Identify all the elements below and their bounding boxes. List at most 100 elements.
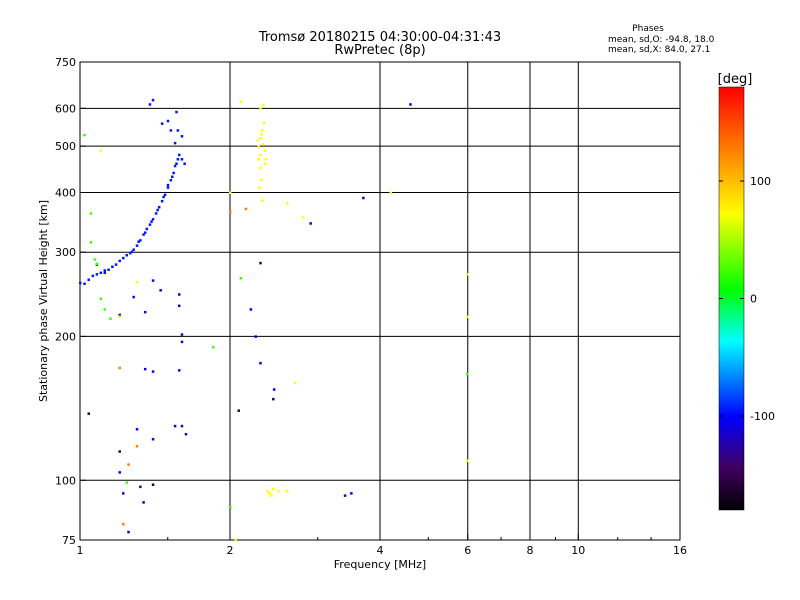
chart-title: Tromsø 20180215 04:30:00-04:31:43 (258, 30, 501, 45)
data-point (277, 489, 280, 493)
x-tick-label: 4 (377, 544, 384, 557)
data-point (91, 274, 95, 278)
data-point (249, 308, 253, 311)
data-point (143, 310, 147, 314)
data-point (99, 271, 103, 275)
data-point (166, 186, 170, 189)
data-point (151, 98, 155, 102)
data-point (262, 121, 266, 125)
data-point (150, 220, 153, 223)
data-point (135, 428, 139, 431)
y-tick-label: 100 (55, 474, 76, 487)
data-point (99, 149, 103, 152)
data-point (183, 162, 186, 165)
data-point (258, 186, 261, 189)
data-point (466, 315, 469, 319)
data-point (154, 212, 158, 215)
data-point (166, 119, 170, 123)
data-point (212, 346, 215, 349)
data-point (259, 261, 262, 265)
axis-ticks: 1 2 4 6 8 10 16 75 100 200 300 400 500 600 750 (55, 56, 687, 557)
data-point (135, 244, 139, 247)
data-point (93, 258, 97, 261)
data-point (157, 206, 161, 209)
data-point (229, 191, 232, 194)
x-tick-label: 10 (571, 544, 585, 557)
data-point (260, 178, 263, 182)
data-point (103, 269, 107, 272)
data-point (151, 279, 155, 282)
data-point (229, 210, 232, 214)
data-point (257, 158, 260, 161)
x-tick-label: 6 (464, 544, 471, 557)
data-point (143, 231, 147, 234)
data-point (343, 494, 347, 497)
chart-subtitle: RwPretec (8p) (334, 43, 425, 58)
data-point (259, 153, 262, 157)
grid-lines (80, 62, 680, 540)
data-point (175, 110, 178, 114)
data-point (254, 335, 257, 338)
data-point (466, 273, 469, 276)
data-point (122, 523, 125, 526)
data-point (266, 489, 270, 493)
data-point (83, 282, 86, 286)
data-point (466, 372, 469, 376)
data-point (173, 424, 177, 428)
data-point (148, 223, 152, 226)
data-point (99, 297, 103, 301)
data-point (259, 167, 262, 170)
data-point (89, 212, 93, 215)
data-point (263, 149, 267, 152)
y-tick-label: 500 (55, 140, 76, 153)
data-point (176, 129, 180, 132)
y-axis-label: Stationary phase Virtual Height [km] (37, 200, 50, 402)
data-point (129, 251, 132, 255)
phase-stats-o: mean, sd,O: -94.8, 18.0 (608, 35, 715, 45)
data-point (260, 133, 263, 136)
data-point (237, 409, 240, 412)
colorbar-tick-label: 100 (750, 175, 771, 188)
y-tick-label: 600 (55, 102, 76, 115)
data-point (148, 103, 152, 106)
data-point (466, 459, 469, 462)
data-point (163, 193, 167, 197)
data-point (142, 501, 145, 504)
data-point (142, 233, 145, 236)
data-point (159, 289, 162, 292)
data-point (109, 317, 112, 320)
data-point (262, 143, 265, 146)
data-point (180, 135, 184, 138)
data-point (162, 195, 165, 199)
data-point (122, 492, 125, 495)
data-point (118, 315, 121, 319)
colorbar-tick-label: -100 (750, 410, 775, 423)
data-point (285, 202, 289, 205)
data-points (79, 98, 469, 542)
data-point (87, 412, 90, 415)
data-point (87, 278, 90, 282)
data-point (151, 370, 155, 373)
data-point (244, 207, 248, 211)
data-point (259, 361, 262, 365)
data-point (184, 432, 188, 436)
data-point (160, 199, 164, 203)
data-point (175, 162, 178, 165)
data-point (107, 268, 110, 272)
data-point (409, 103, 412, 106)
data-point (293, 381, 297, 385)
data-point (139, 485, 142, 489)
data-point (262, 103, 265, 107)
x-axis-label: Frequency [MHz] (334, 558, 426, 571)
data-point (151, 437, 155, 441)
data-point (118, 313, 121, 317)
data-point (169, 129, 173, 132)
data-point (177, 369, 181, 372)
phase-stats-x: mean, sd,X: 84.0, 27.1 (608, 45, 710, 55)
data-point (177, 304, 181, 308)
colorbar-ticks: 100 0 -100 (719, 175, 775, 423)
data-point (177, 293, 181, 296)
data-point (272, 397, 275, 401)
data-point (125, 254, 129, 257)
